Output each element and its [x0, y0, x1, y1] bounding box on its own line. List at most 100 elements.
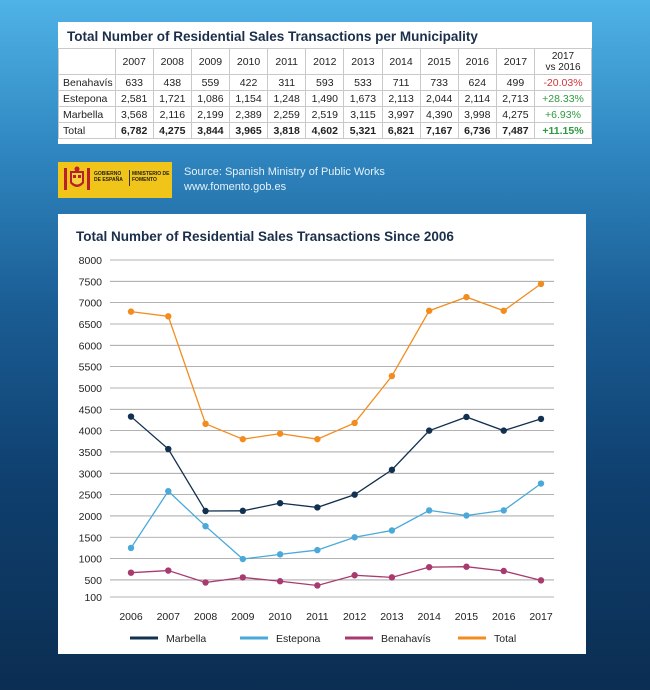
data-point	[165, 567, 172, 574]
data-point	[202, 420, 209, 428]
legend-label: Marbella	[166, 633, 206, 645]
legend-label: Benahavís	[381, 633, 431, 645]
y-tick-label: 1500	[79, 532, 103, 544]
data-point	[463, 413, 470, 421]
table-cell: 7,167	[419, 122, 459, 139]
series-line	[130, 283, 542, 440]
table-cell: 6,736	[457, 122, 497, 139]
data-point	[463, 563, 470, 570]
data-point	[239, 435, 247, 443]
data-point	[239, 574, 247, 581]
municipality-table: 2007 2008 2009 2010 2011 2012 2013 2014 2015 2016…	[58, 48, 592, 139]
data-point	[239, 507, 247, 515]
table-cell: 3,844	[190, 122, 231, 139]
data-point	[351, 419, 358, 427]
y-tick-label: 1000	[79, 554, 103, 566]
table-title: Total Number of Residential Sales Transa…	[67, 29, 478, 44]
row-label: Marbella	[58, 106, 116, 123]
change-cell: +11.15%	[534, 122, 592, 139]
table-row: Total 6,782 4,275 3,844 3,965 3,818 4,602 5,321…	[58, 122, 592, 139]
x-tick-label: 2008	[194, 611, 218, 623]
table-cell: 593	[305, 74, 345, 91]
table-cell: 422	[228, 74, 269, 91]
data-point	[165, 487, 172, 495]
table-cell: 2,259	[267, 106, 307, 123]
data-point	[425, 507, 433, 514]
table-header-row: 2007 2008 2009 2010 2011 2012 2013 2014 2015 2016…	[58, 48, 592, 75]
legend-label: Estepona	[276, 633, 321, 645]
y-tick-label: 500	[84, 575, 102, 587]
table-cell: 2,581	[114, 90, 154, 107]
table-cell: 6,821	[381, 122, 421, 139]
x-tick-label: 2014	[418, 611, 442, 623]
chart-title: Total Number of Residential Sales Transa…	[76, 229, 454, 244]
table-row: Benahavís 633 438 559 422 311 593 533 711 733 624 4…	[58, 74, 592, 91]
data-point	[388, 372, 396, 380]
year-header: 2009	[190, 48, 231, 75]
data-point	[127, 544, 135, 552]
table-cell: 3,965	[228, 122, 269, 139]
y-tick-label: 2000	[79, 511, 103, 523]
x-tick-label: 2012	[343, 611, 367, 623]
y-tick-label: 6500	[79, 319, 103, 331]
data-point	[276, 430, 284, 437]
table-cell: 3,818	[267, 122, 307, 139]
change-header-compare: vs 2016	[545, 61, 581, 73]
data-point	[537, 415, 545, 423]
x-tick-label: 2010	[268, 611, 292, 623]
x-tick-label: 2015	[455, 611, 479, 623]
change-cell: +28.33%	[534, 90, 592, 107]
table-cell: 3,568	[114, 106, 154, 123]
source-text: Source: Spanish Ministry of Public Works…	[184, 165, 385, 195]
change-header-year: 2017	[551, 50, 575, 62]
data-point	[165, 445, 172, 453]
year-header: 2011	[267, 48, 307, 75]
data-point	[388, 527, 396, 534]
y-tick-label: 5000	[79, 383, 103, 395]
data-point	[425, 563, 433, 571]
chart-card: Total Number of Residential Sales Transa…	[58, 214, 586, 654]
data-point	[463, 293, 470, 301]
data-point	[425, 427, 433, 434]
x-tick-label: 2007	[157, 611, 181, 623]
data-point	[500, 507, 507, 514]
year-header: 2010	[228, 48, 269, 75]
year-header: 2013	[343, 48, 383, 75]
source-block: GOBIERNO DE ESPAÑA MINISTERIO DE FOMENTO…	[58, 162, 578, 198]
table-cell: 6,782	[114, 122, 154, 139]
x-tick-label: 2016	[492, 611, 516, 623]
table-cell: 1,721	[152, 90, 192, 107]
y-tick-label: 8000	[79, 255, 103, 267]
table-cell: 3,115	[343, 106, 383, 123]
table-cell: 559	[190, 74, 231, 91]
series-line	[130, 566, 542, 587]
data-point	[500, 567, 507, 575]
year-header: 2016	[457, 48, 497, 75]
data-point	[202, 507, 209, 515]
table-cell: 5,321	[343, 122, 383, 139]
table-cell: 624	[457, 74, 497, 91]
table-cell: 3,997	[381, 106, 421, 123]
data-point	[500, 427, 507, 434]
data-point	[276, 551, 284, 558]
x-tick-label: 2011	[306, 611, 329, 623]
data-point	[537, 280, 545, 288]
table-row: Estepona 2,581 1,721 1,086 1,154 1,248 1,490 1,…	[58, 90, 592, 107]
data-point	[165, 313, 172, 320]
coat-of-arms-icon	[64, 166, 90, 190]
row-label: Estepona	[58, 90, 116, 107]
year-header: 2008	[152, 48, 192, 75]
table-cell: 4,275	[495, 106, 536, 123]
table-cell: 2,044	[419, 90, 459, 107]
x-tick-label: 2009	[231, 611, 255, 623]
data-point	[276, 499, 284, 507]
y-tick-label: 7000	[79, 298, 103, 310]
y-tick-label: 7500	[79, 276, 103, 288]
data-point	[425, 307, 433, 314]
table-cell: 711	[381, 74, 421, 91]
data-point	[537, 577, 545, 584]
table-cell: 1,248	[267, 90, 307, 107]
table-cell: 438	[152, 74, 192, 91]
ministry-logo: GOBIERNO DE ESPAÑA MINISTERIO DE FOMENTO	[58, 162, 172, 198]
table-cell: 2,519	[305, 106, 345, 123]
